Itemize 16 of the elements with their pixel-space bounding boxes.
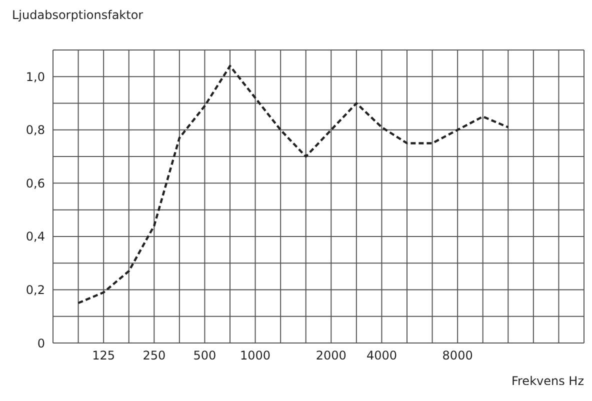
x-tick-label: 8000 — [442, 348, 473, 363]
x-axis-title: Frekvens Hz — [511, 374, 584, 388]
x-tick-label: 4000 — [366, 348, 397, 363]
y-tick-label: 1,0 — [26, 70, 45, 84]
y-axis-title: Ljudabsorptionsfaktor — [11, 8, 144, 24]
y-tick-label: 0,4 — [26, 230, 45, 244]
y-tick-label: 0,8 — [26, 123, 45, 138]
x-tick-label: 250 — [142, 348, 166, 363]
line-series — [77, 64, 510, 304]
y-tick-label: 0,2 — [26, 282, 45, 297]
x-tick-label: 2000 — [316, 348, 346, 363]
y-tick-label: 0 — [37, 336, 45, 350]
y-tick-label: 0,6 — [26, 176, 45, 190]
x-tick-label: 500 — [193, 348, 216, 363]
x-tick-label: 125 — [92, 348, 116, 363]
x-tick-label: 1000 — [240, 348, 271, 363]
